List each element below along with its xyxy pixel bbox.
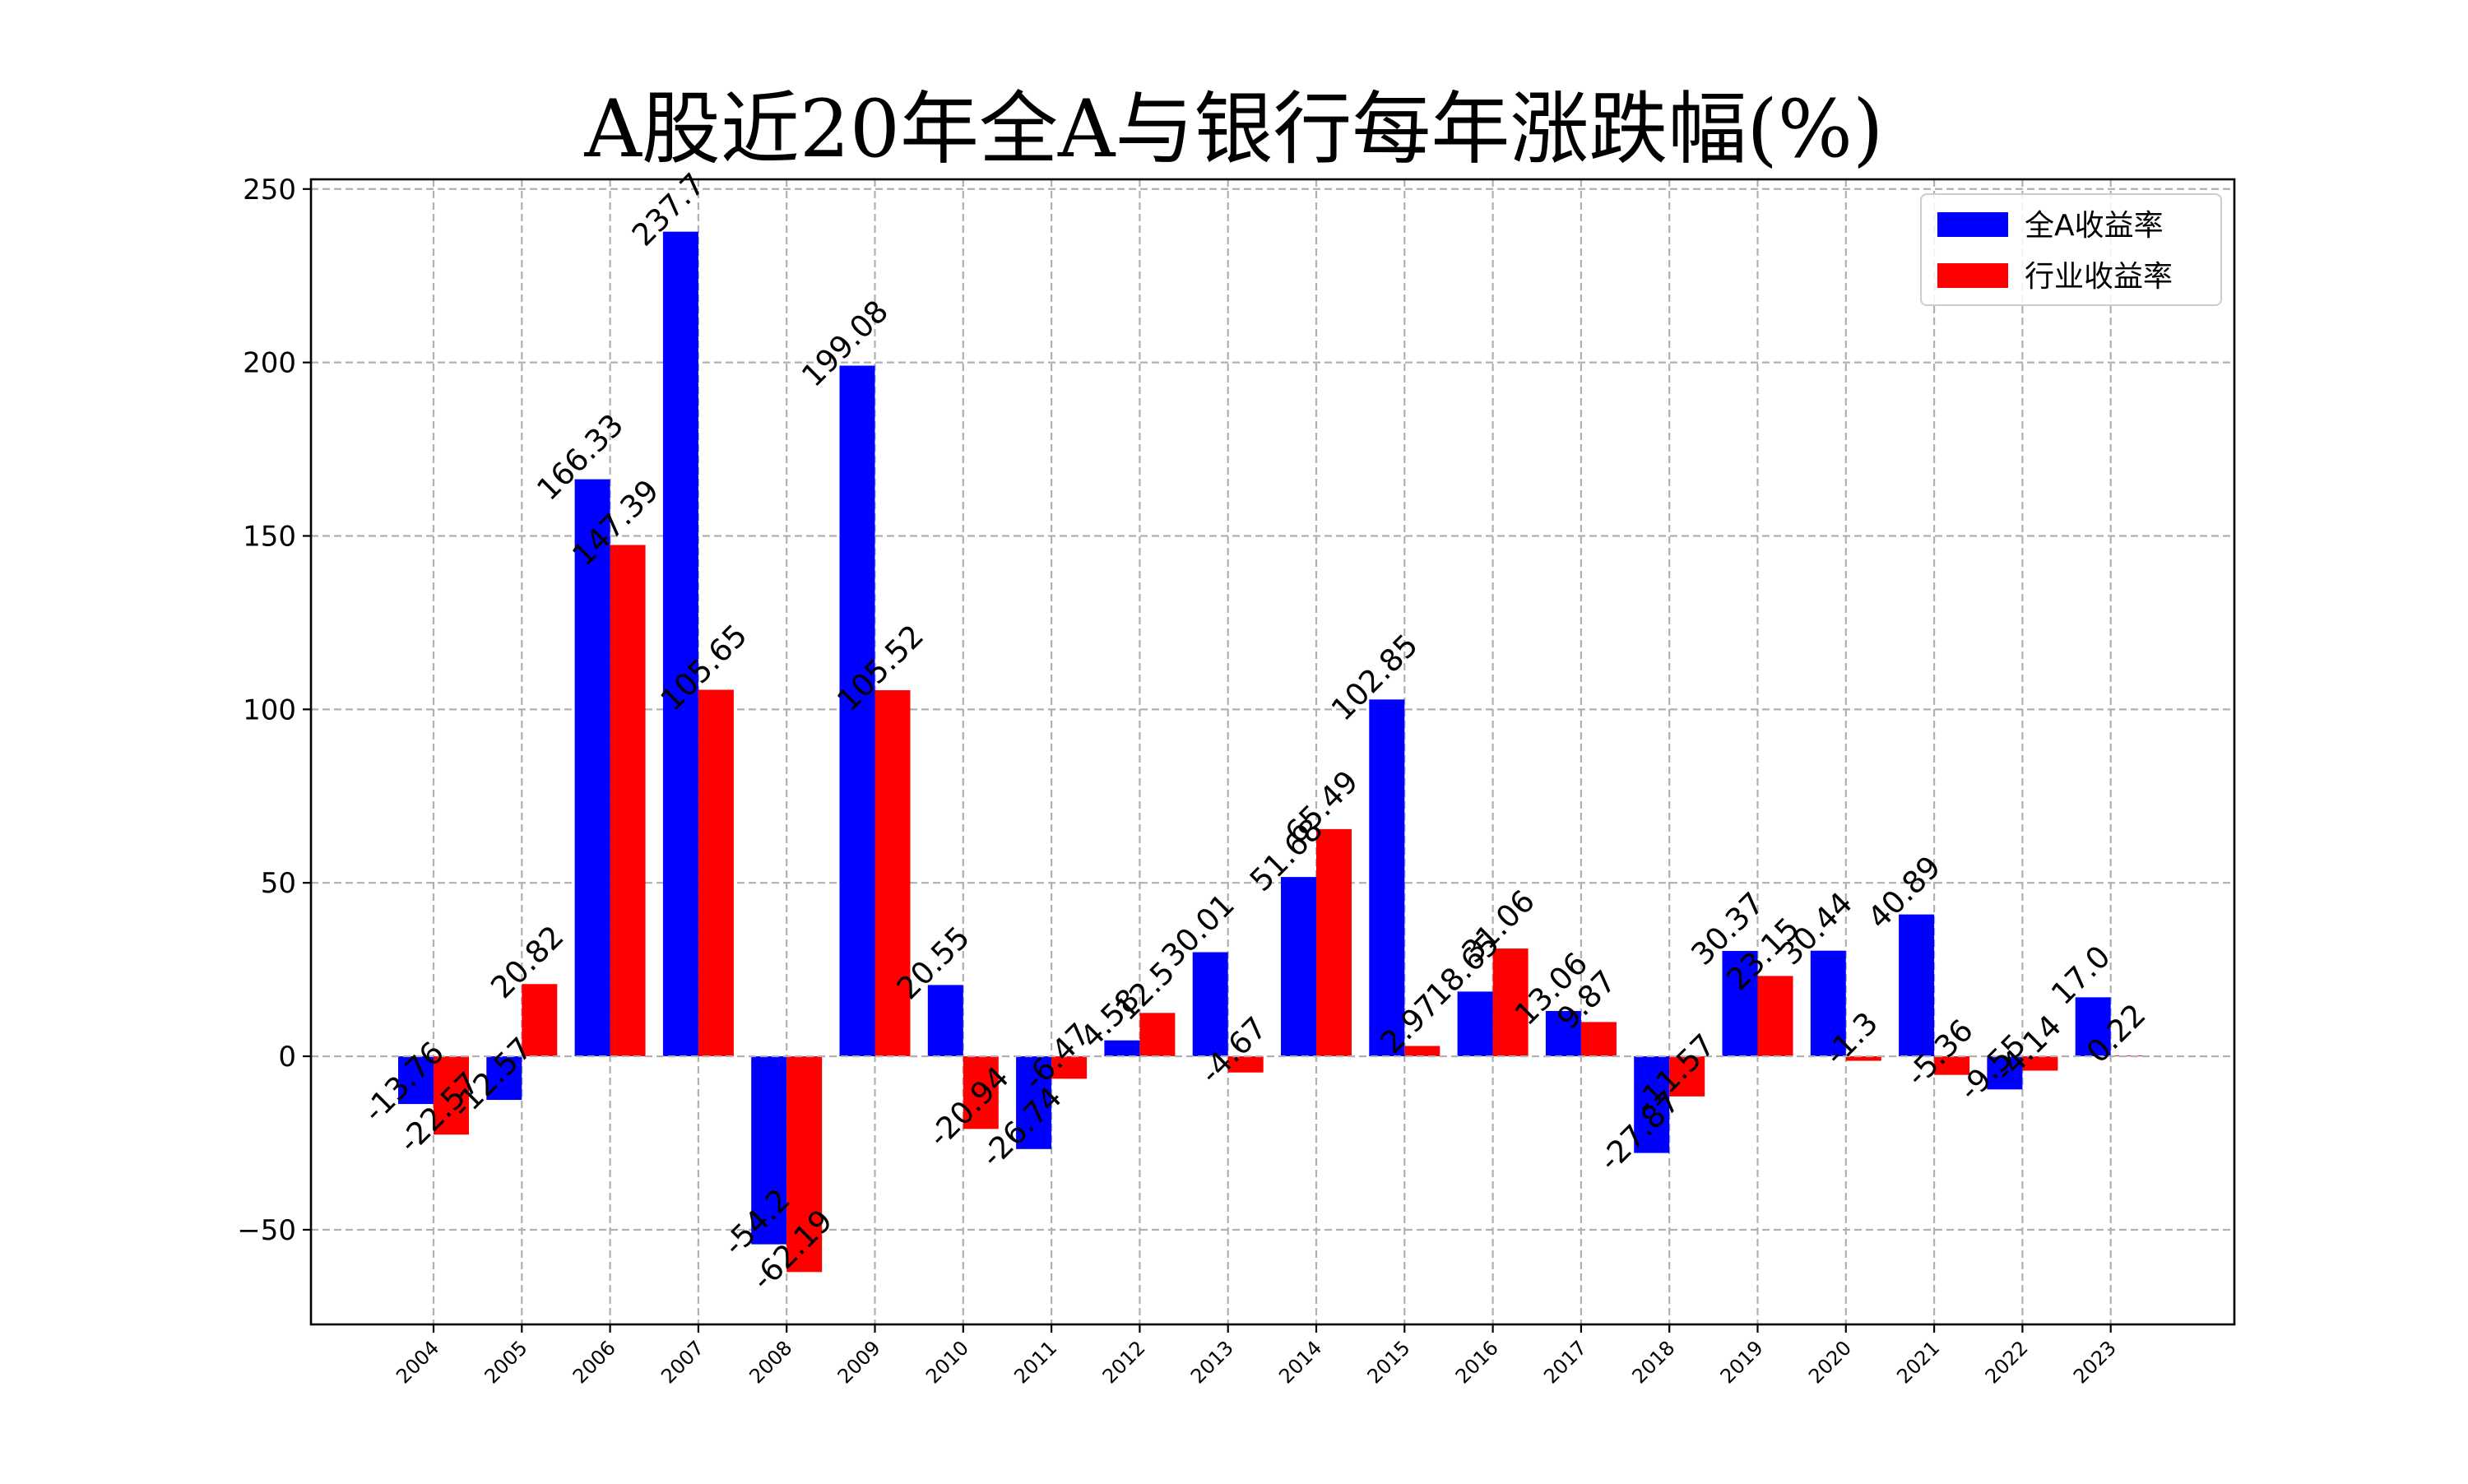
bar-series1-2016: [1492, 948, 1529, 1057]
chart-title: A股近20年全A与银行每年涨跌幅(%): [584, 83, 1884, 175]
legend-swatch-1: [1937, 263, 2008, 288]
bar-series0-2020: [1810, 950, 1846, 1057]
bar-series0-2007: [662, 231, 698, 1057]
bar-series1-2020: [1845, 1056, 1881, 1061]
bar-series0-2019: [1722, 950, 1758, 1057]
bar-series1-2006: [610, 545, 646, 1057]
bar-series1-2005: [522, 984, 558, 1057]
bar-series1-2008: [786, 1056, 823, 1273]
bar-series0-2023: [2075, 997, 2111, 1057]
y-tick-label-5: 200: [243, 347, 296, 380]
bar-series1-2007: [698, 689, 734, 1057]
y-tick-label-2: 50: [261, 867, 296, 900]
bar-series1-2004: [434, 1056, 469, 1135]
bar-series1-2021: [1934, 1056, 1970, 1075]
legend-swatch-0: [1937, 212, 2008, 237]
bar-series1-2012: [1139, 1013, 1176, 1057]
bar-series0-2004: [398, 1056, 434, 1105]
y-tick-label-3: 100: [243, 693, 296, 726]
plot-frame: [309, 178, 2236, 1326]
bar-series0-2018: [1634, 1056, 1670, 1153]
y-tick-label-0: −50: [237, 1214, 296, 1247]
bar-series0-2006: [574, 479, 610, 1057]
bar-series0-2011: [1016, 1056, 1052, 1149]
bar-series1-2018: [1669, 1056, 1705, 1097]
bar-series1-2022: [2022, 1056, 2058, 1071]
bar-series1-2009: [874, 690, 911, 1057]
bar-series1-2017: [1580, 1022, 1617, 1057]
bar-series0-2010: [927, 985, 963, 1057]
bar-series1-2013: [1227, 1056, 1264, 1073]
bar-series1-2023: [2110, 1055, 2146, 1057]
bar-series0-2015: [1369, 699, 1405, 1057]
bar-series0-2014: [1281, 877, 1316, 1057]
bar-series0-2005: [486, 1056, 522, 1101]
bar-series0-2009: [839, 365, 875, 1057]
legend-label-1: 行业收益率: [2025, 260, 2173, 294]
bar-series1-2010: [963, 1056, 999, 1129]
bar-series0-2008: [751, 1056, 787, 1245]
bar-series0-2022: [1987, 1056, 2023, 1090]
bar-series0-2017: [1545, 1010, 1581, 1057]
bar-series1-2014: [1316, 828, 1352, 1057]
y-tick-label-6: 250: [243, 174, 296, 206]
bar-series1-2011: [1051, 1056, 1088, 1079]
bar-series1-2019: [1757, 976, 1793, 1057]
bars: [398, 231, 2146, 1273]
bar-series1-2015: [1404, 1046, 1440, 1057]
y-tick-label-1: 0: [278, 1041, 296, 1074]
bar-series0-2016: [1457, 991, 1493, 1057]
bar-series0-2013: [1192, 952, 1228, 1057]
grid-lines: [311, 179, 2234, 1324]
legend-label-0: 全A收益率: [2025, 209, 2164, 243]
bar-series0-2012: [1104, 1040, 1140, 1057]
y-tick-label-4: 150: [243, 520, 296, 553]
bar-series0-2021: [1899, 914, 1935, 1057]
